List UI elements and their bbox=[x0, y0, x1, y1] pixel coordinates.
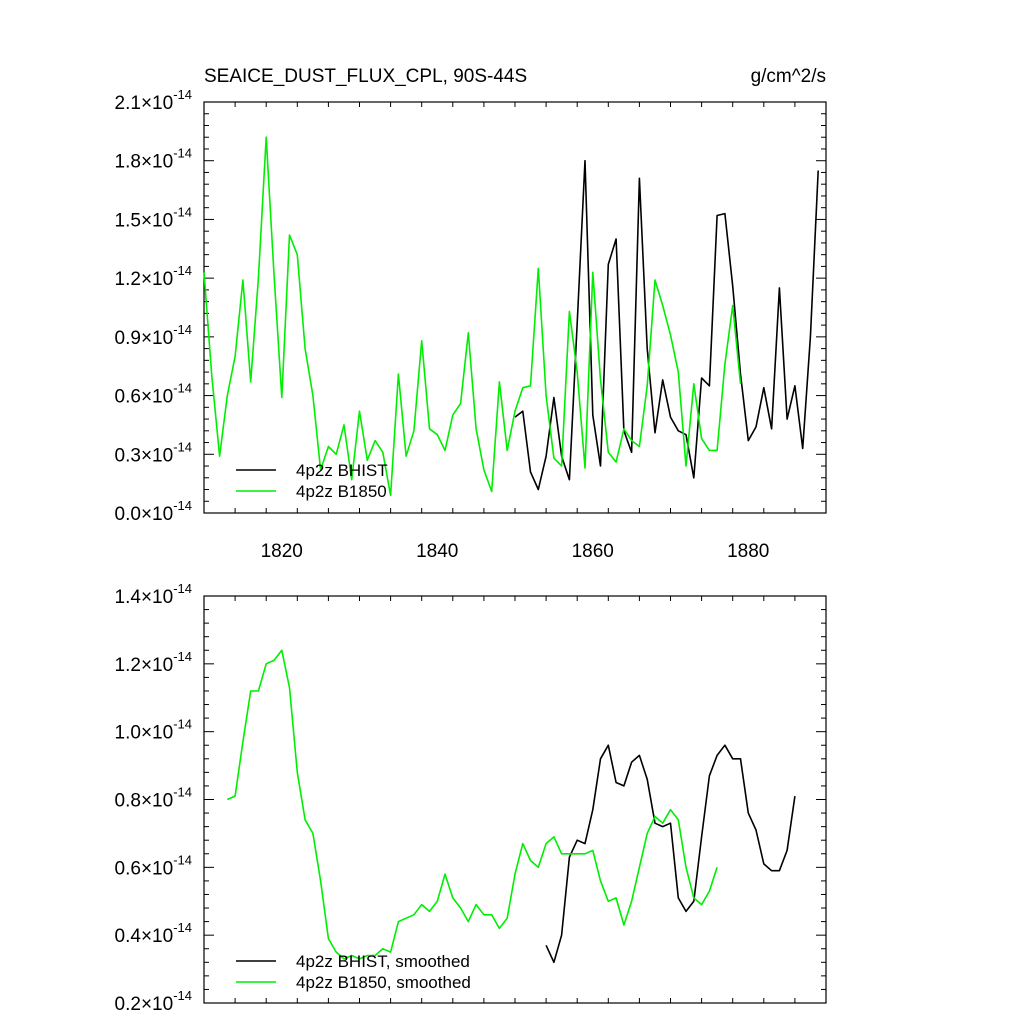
x-tick-label: 1840 bbox=[416, 541, 458, 562]
y-tick-label: 1.8×10-14 bbox=[115, 146, 192, 173]
y-tick-label: 1.0×10-14 bbox=[115, 717, 192, 744]
bottom-series-line-b1850 bbox=[226, 649, 718, 960]
legend-label-b1850: 4p2z B1850 bbox=[296, 482, 387, 501]
y-tick-label: 0.9×10-14 bbox=[115, 322, 192, 349]
chart-title: SEAICE_DUST_FLUX_CPL, 90S-44S bbox=[204, 66, 527, 87]
units-label: g/cm^2/s bbox=[751, 66, 826, 87]
bottom-series-line-bhist bbox=[545, 744, 796, 964]
y-tick-label: 1.2×10-14 bbox=[115, 649, 192, 676]
bottom-plot-frame bbox=[203, 595, 827, 1004]
y-tick-label: 0.4×10-14 bbox=[115, 920, 192, 947]
top-axis-ticks bbox=[203, 101, 827, 514]
y-tick-label: 1.2×10-14 bbox=[115, 263, 192, 290]
y-tick-label: 0.2×10-14 bbox=[115, 988, 192, 1015]
x-tick-label: 1880 bbox=[727, 541, 769, 562]
y-tick-label: 1.5×10-14 bbox=[115, 204, 192, 231]
y-tick-label: 0.3×10-14 bbox=[115, 439, 192, 466]
y-tick-label: 1.4×10-14 bbox=[115, 581, 192, 608]
legend-label-bhist: 4p2z BHIST bbox=[296, 461, 388, 480]
top-y-tick-labels: 0.0×10-14 0.3×10-14 0.6×10-14 0.9×10-14 1.2×… bbox=[115, 87, 192, 525]
bottom-series-group bbox=[226, 649, 796, 964]
y-tick-label: 0.8×10-14 bbox=[115, 785, 192, 812]
y-tick-label: 0.0×10-14 bbox=[115, 498, 192, 525]
top-legend: 4p2z BHIST 4p2z B1850 bbox=[236, 461, 388, 501]
top-series-line-b1850 bbox=[203, 136, 742, 497]
top-x-tick-labels: 1820 1840 1860 1880 bbox=[261, 541, 770, 562]
top-series-line-bhist bbox=[514, 159, 819, 491]
y-tick-label: 2.1×10-14 bbox=[115, 87, 192, 114]
bottom-legend: 4p2z BHIST, smoothed 4p2z B1850, smoothe… bbox=[236, 952, 471, 992]
bottom-axis-ticks bbox=[203, 595, 827, 1004]
x-tick-label: 1820 bbox=[261, 541, 303, 562]
x-tick-label: 1860 bbox=[572, 541, 614, 562]
legend-label-bhist-smoothed: 4p2z BHIST, smoothed bbox=[296, 952, 470, 971]
y-tick-label: 0.6×10-14 bbox=[115, 381, 192, 408]
bottom-y-tick-labels: 0.2×10-14 0.4×10-14 0.6×10-14 0.8×10-14 1.0×… bbox=[115, 581, 192, 1015]
top-panel: SEAICE_DUST_FLUX_CPL, 90S-44S g/cm^2/s 0… bbox=[115, 66, 827, 562]
bottom-panel: 0.2×10-14 0.4×10-14 0.6×10-14 0.8×10-14 1.0×… bbox=[115, 581, 827, 1015]
legend-label-b1850-smoothed: 4p2z B1850, smoothed bbox=[296, 973, 471, 992]
y-tick-label: 0.6×10-14 bbox=[115, 852, 192, 879]
top-series-group bbox=[203, 136, 819, 497]
